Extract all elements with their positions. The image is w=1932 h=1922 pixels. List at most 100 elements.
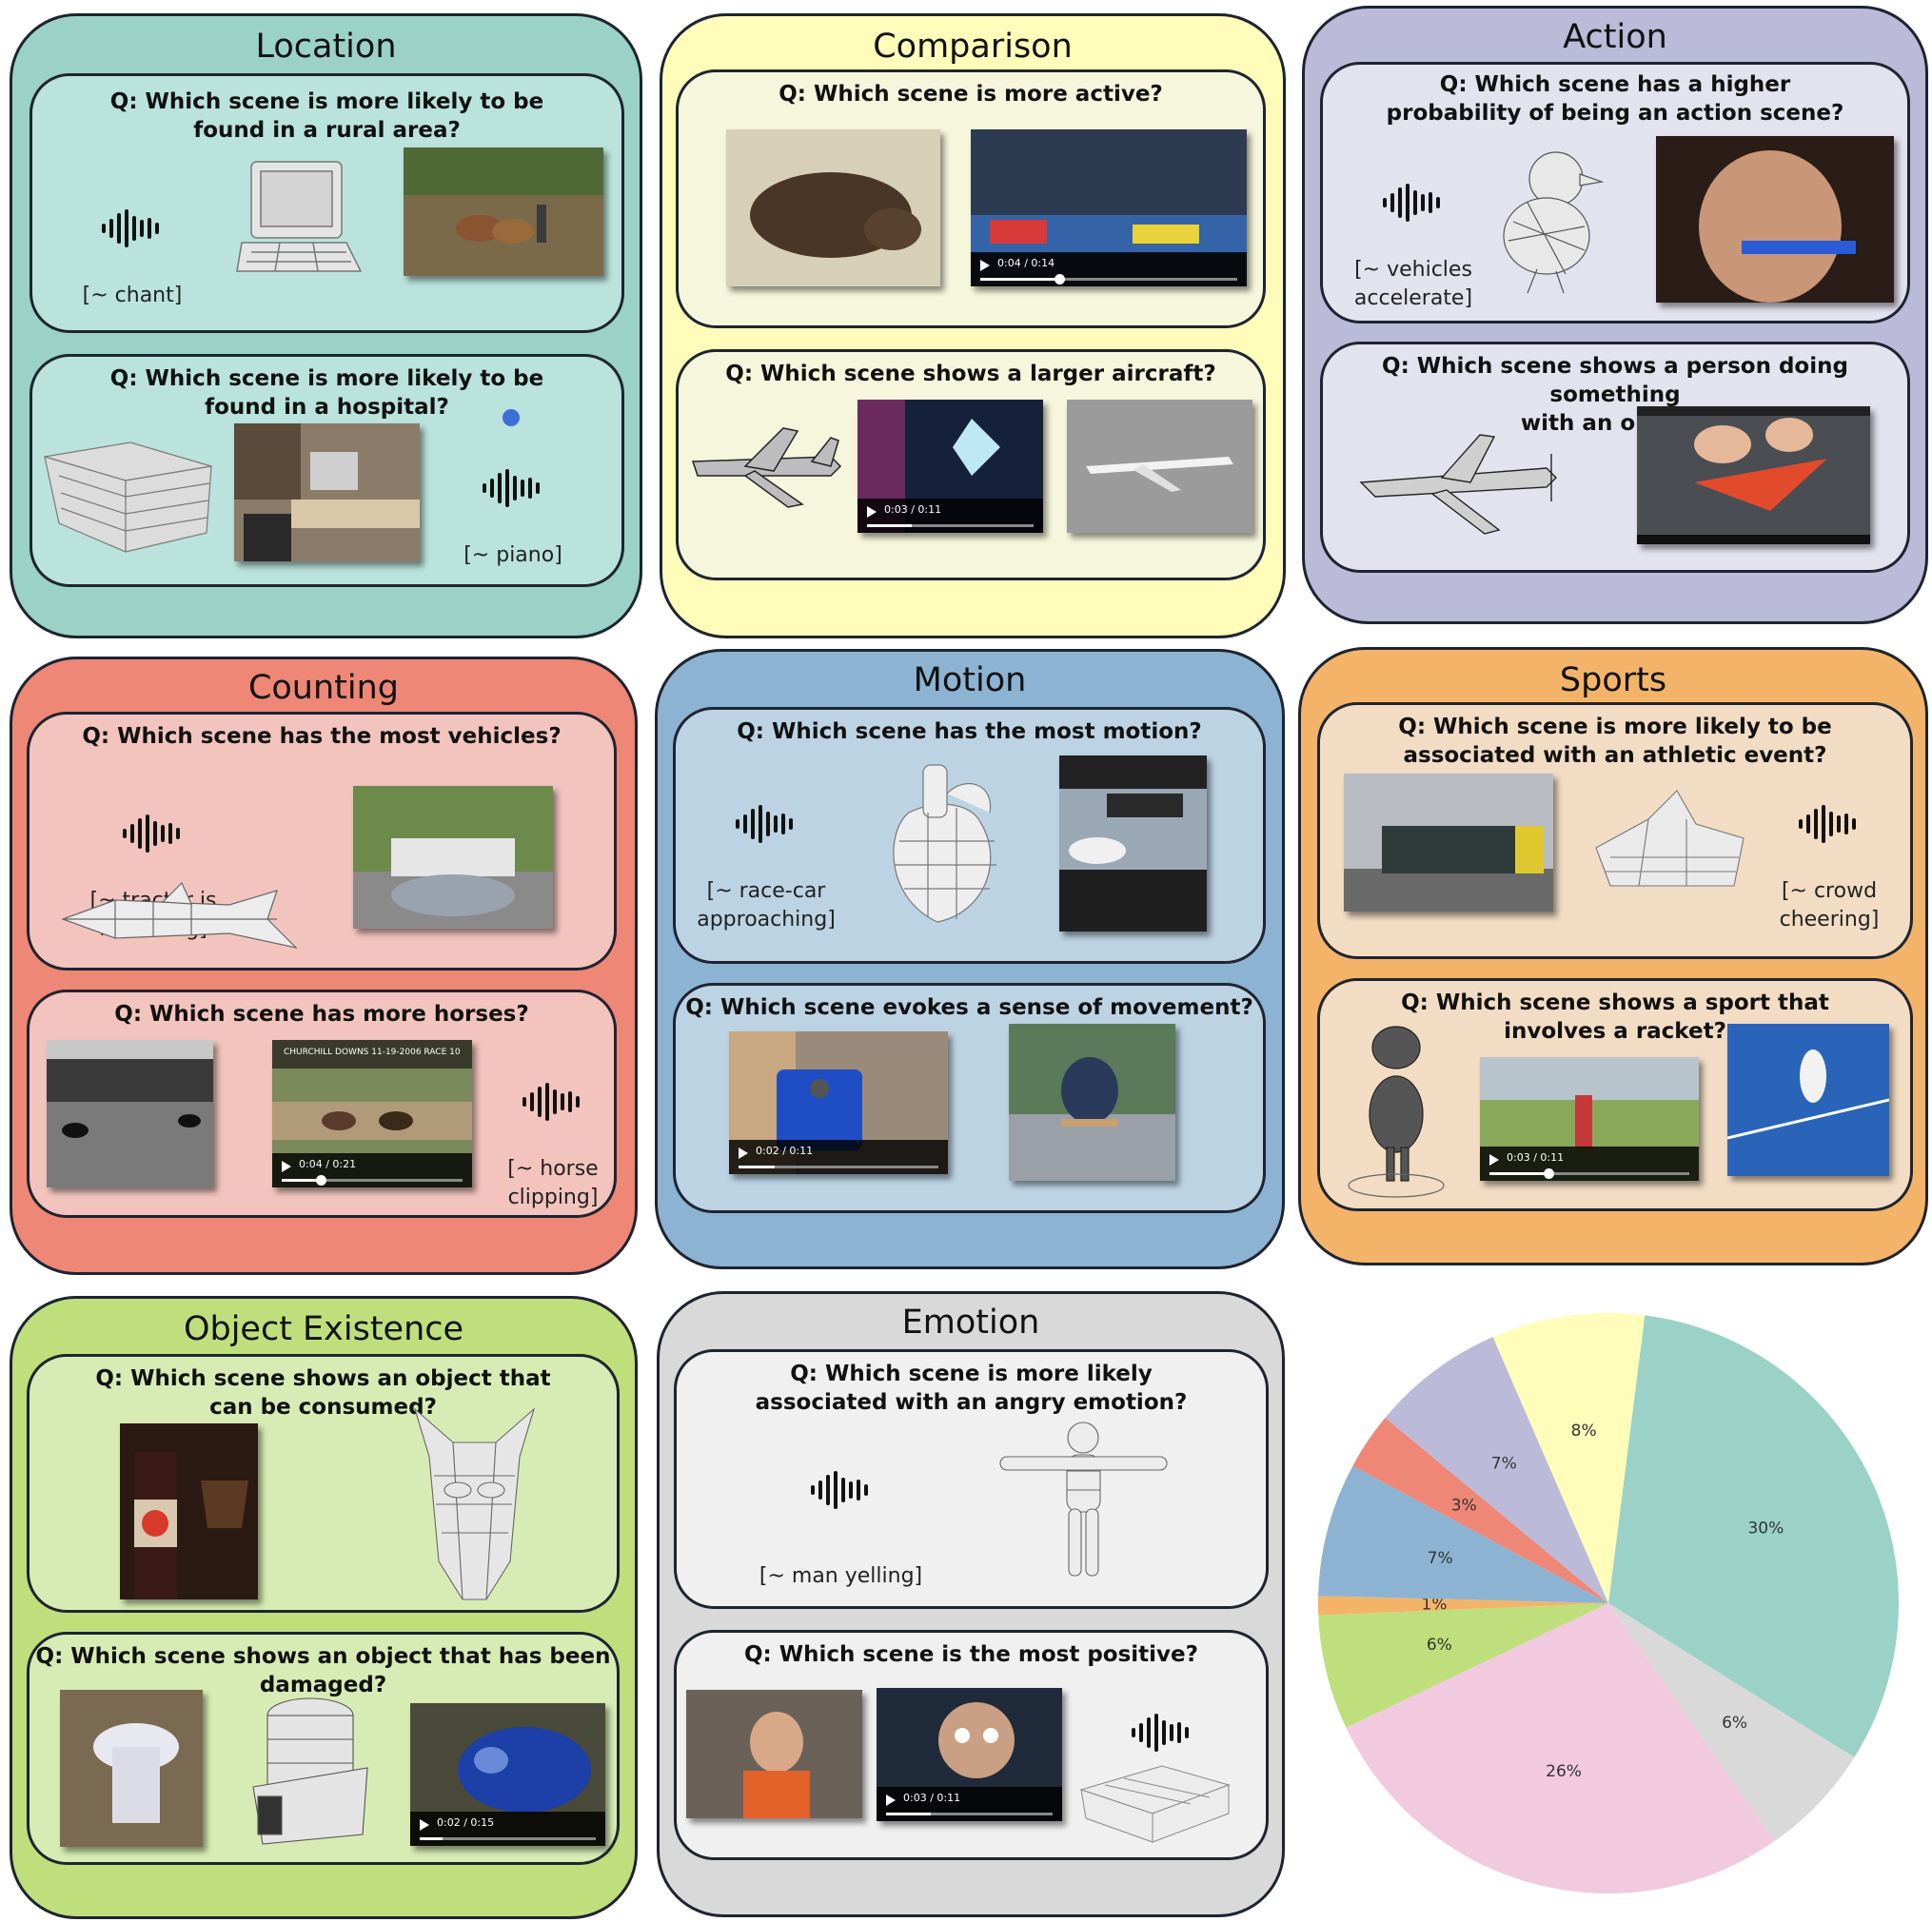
rural-ox-plowing-photo — [404, 147, 603, 276]
animated-clip-video: 0:03 / 0:11 — [858, 400, 1043, 533]
video-time: 0:04 / 0:14 — [997, 257, 1055, 269]
video-scrubber[interactable] — [282, 1175, 463, 1186]
pie-svg: 30% 6% 26% 6% 1% 7% 3% 7% 8% — [1318, 1313, 1899, 1893]
question-text: Q: Which scene shows a larger aircraft? — [725, 362, 1216, 386]
question-card: Q: Which scene has more horses? CHURCHIL… — [27, 990, 617, 1218]
terrain-3d-model — [1591, 781, 1748, 895]
panel-counting: Counting Q: Which scene has the most veh… — [10, 657, 638, 1275]
golf-video: 0:03 / 0:11 — [1480, 1057, 1699, 1181]
pie-slice-label: 1% — [1422, 1595, 1448, 1614]
panel-title: Emotion — [901, 1304, 1040, 1342]
video-time: 0:03 / 0:11 — [1507, 1151, 1565, 1164]
question-card: Q: Which scene shows a person doing some… — [1320, 342, 1910, 573]
pie-slice — [1318, 1465, 1608, 1603]
sleeping-bear-photo — [726, 129, 940, 286]
tennis-player-photo — [1727, 1024, 1889, 1176]
question-text: Q: Which scene evokes a sense of movemen… — [685, 995, 1253, 1020]
street-traffic-photo — [353, 786, 553, 929]
play-icon[interactable] — [282, 1161, 291, 1172]
audio-clip: [~ vehicles accelerate] — [1347, 155, 1480, 313]
panel-sports: Sports Q: Which scene is more likely to … — [1298, 647, 1928, 1265]
child-brushing-teeth-photo — [1656, 136, 1894, 303]
audio-clip: [~ chant] — [80, 181, 185, 310]
video-controls[interactable]: 0:03 / 0:11 — [877, 1787, 1062, 1821]
animated-boy-video: 0:03 / 0:11 — [877, 1688, 1062, 1821]
panel-comparison: Comparison Q: Which scene is more active… — [660, 13, 1286, 638]
pie-slice — [1318, 1603, 1608, 1728]
freight-train-photo — [1344, 774, 1553, 912]
broken-toilet-photo — [60, 1690, 203, 1847]
audio-caption: [~ man yelling] — [759, 1564, 923, 1588]
panel-title: Sports — [1559, 661, 1667, 699]
goat-head-3d-model — [396, 1400, 553, 1604]
question-text: Q: Which scene is more active? — [779, 82, 1163, 107]
question-card: Q: Which scene is more likely to be asso… — [1317, 702, 1913, 959]
pie-slice — [1492, 1313, 1646, 1603]
play-icon[interactable] — [1489, 1154, 1499, 1166]
audio-clip: [~ piano] — [461, 441, 565, 570]
video-controls[interactable]: 0:02 / 0:11 — [729, 1140, 948, 1174]
gym-trampoline-video: 0:04 / 0:14 — [971, 129, 1247, 286]
pie-slice-label: 7% — [1428, 1549, 1453, 1568]
audio-caption: [~ crowd cheering] — [1779, 879, 1880, 932]
sound-wave-icon — [736, 805, 793, 843]
panel-title: Counting — [247, 669, 400, 707]
video-controls[interactable]: 0:03 / 0:11 — [1480, 1147, 1699, 1181]
video-controls[interactable]: 0:04 / 0:14 — [971, 252, 1247, 286]
question-card: Q: Which scene shows a larger aircraft? … — [676, 349, 1266, 580]
panel-location: Location Q: Which scene is more likely t… — [10, 13, 642, 638]
video-controls[interactable]: 0:04 / 0:21 — [272, 1153, 472, 1187]
sound-wave-icon — [810, 1471, 868, 1509]
play-icon[interactable] — [886, 1795, 896, 1806]
propeller-plane-sketch — [1356, 425, 1561, 539]
video-scrubber[interactable] — [1489, 1168, 1689, 1179]
question-card: Q: Which scene has the most vehicles? [~… — [27, 712, 617, 971]
play-icon[interactable] — [980, 260, 990, 271]
question-card: Q: Which scene is more likely to be foun… — [30, 73, 624, 333]
blue-canister-video: 0:02 / 0:15 — [410, 1703, 605, 1846]
question-card: Q: Which scene evokes a sense of movemen… — [673, 983, 1266, 1213]
play-icon[interactable] — [739, 1147, 748, 1159]
furniture-3d-model — [1076, 1761, 1233, 1852]
question-text: Q: Which scene shows an object that can … — [95, 1366, 551, 1420]
pie-slice-label: 30% — [1747, 1520, 1784, 1539]
sound-wave-icon — [1132, 1714, 1189, 1752]
smiling-boy-photo — [686, 1690, 862, 1818]
sound-wave-icon — [123, 814, 180, 853]
heart-3d-model — [880, 755, 1009, 932]
question-card: Q: Which scene shows a sport that involv… — [1317, 978, 1913, 1211]
question-text: Q: Which scene has more horses? — [114, 1002, 529, 1027]
marker-dot — [503, 409, 520, 426]
sound-wave-icon — [1799, 805, 1856, 843]
paper-folding-video — [1637, 406, 1870, 544]
t-pose-human-3d-model — [996, 1419, 1172, 1580]
pie-slice-label: 7% — [1491, 1455, 1517, 1474]
panel-object-existence: Object Existence Q: Which scene shows an… — [10, 1296, 638, 1919]
question-card: Q: Which scene is the most positive? 0:0… — [674, 1630, 1269, 1860]
video-scrubber[interactable] — [886, 1813, 1053, 1815]
audio-clip: [~ crowd cheering] — [1767, 776, 1891, 934]
video-scrubber[interactable] — [420, 1837, 596, 1840]
horse-race-video: CHURCHILL DOWNS 11-19-2006 RACE 10 0:04 … — [272, 1040, 472, 1187]
video-scrubber[interactable] — [739, 1166, 938, 1168]
panel-action: Action Q: Which scene has a higher proba… — [1302, 6, 1928, 624]
pie-slice — [1352, 1417, 1608, 1603]
video-time: 0:04 / 0:21 — [299, 1158, 357, 1170]
audio-caption: [~ vehicles accelerate] — [1353, 258, 1473, 310]
video-time: 0:02 / 0:15 — [437, 1816, 495, 1829]
audio-clip: [~ horse clipping] — [496, 1054, 610, 1212]
jumbo-jet-photo — [1067, 400, 1252, 533]
video-scrubber[interactable] — [867, 524, 1034, 527]
question-card: Q: Which scene shows an object that can … — [27, 1354, 620, 1613]
question-text: Q: Which scene shows a person doing some… — [1382, 354, 1848, 436]
pie-slice — [1608, 1603, 1855, 1842]
panel-motion: Motion Q: Which scene has the most motio… — [655, 649, 1285, 1269]
video-scrubber[interactable] — [980, 274, 1237, 284]
play-icon[interactable] — [420, 1819, 429, 1831]
question-text: Q: Which scene shows an object that has … — [35, 1644, 611, 1697]
pie-slice-label: 6% — [1427, 1636, 1452, 1655]
play-icon[interactable] — [867, 506, 877, 518]
video-controls[interactable]: 0:02 / 0:15 — [410, 1812, 605, 1846]
sound-wave-icon — [102, 209, 159, 247]
video-controls[interactable]: 0:03 / 0:11 — [858, 499, 1043, 533]
